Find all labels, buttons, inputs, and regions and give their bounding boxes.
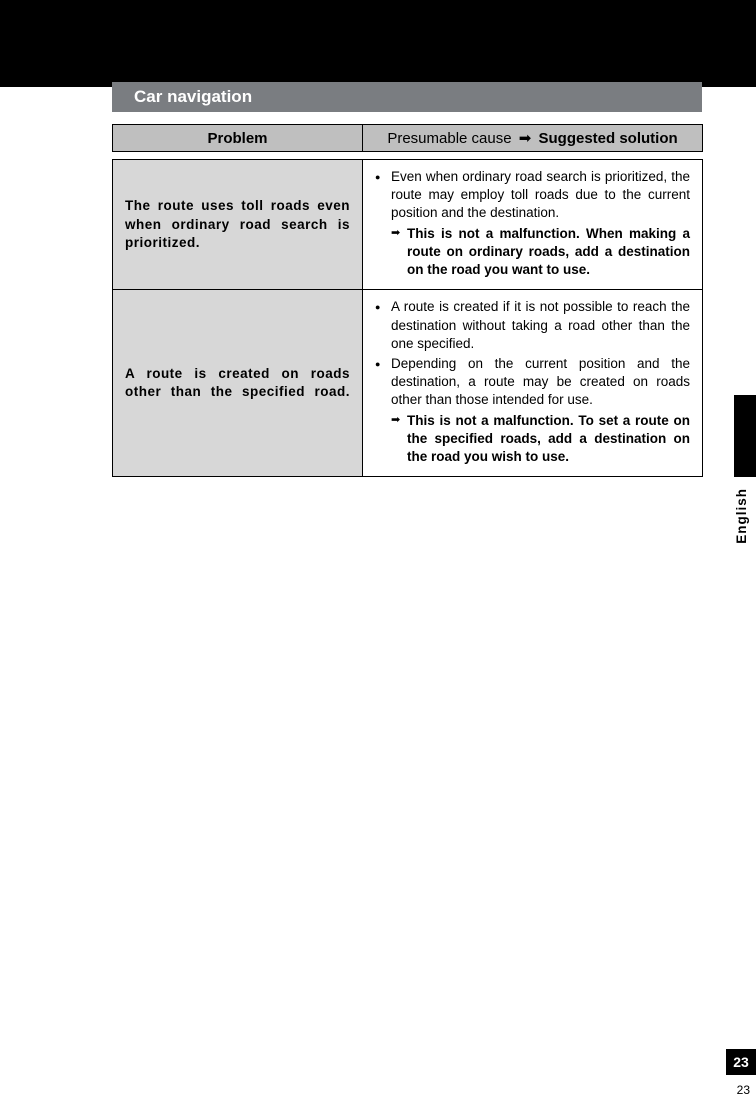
top-black-bar — [0, 0, 756, 87]
solution-text: This is not a malfunction. To set a rout… — [375, 412, 690, 467]
cause-cell: Even when ordinary road search is priori… — [363, 160, 703, 290]
cause-item: A route is created if it is not possible… — [375, 298, 690, 353]
header-cause-suffix: Suggested solution — [538, 130, 677, 147]
page-number-box: 23 — [726, 1049, 756, 1075]
table-spacer — [113, 152, 703, 160]
cause-list: A route is created if it is not possible… — [375, 298, 690, 409]
side-tab — [734, 395, 756, 477]
cause-cell: A route is created if it is not possible… — [363, 290, 703, 477]
problem-cell: A route is created on roads other than t… — [113, 290, 363, 477]
section-title-bar: Car navigation — [112, 82, 702, 112]
problem-text: A route is created on roads other than t… — [125, 366, 350, 399]
table-row: The route uses toll roads even when ordi… — [113, 160, 703, 290]
table-row: A route is created on roads other than t… — [113, 290, 703, 477]
header-cause: Presumable cause ➡ Suggested solution — [363, 125, 703, 152]
arrow-icon: ➡ — [516, 130, 535, 147]
side-language-label: English — [734, 488, 756, 544]
section-title: Car navigation — [134, 87, 252, 107]
problem-cell: The route uses toll roads even when ordi… — [113, 160, 363, 290]
header-problem: Problem — [113, 125, 363, 152]
cause-item: Depending on the current position and th… — [375, 355, 690, 410]
page: Car navigation Problem Presumable cause … — [0, 0, 756, 1111]
solution-text: This is not a malfunction. When making a… — [375, 225, 690, 280]
page-number-plain: 23 — [737, 1083, 750, 1097]
cause-list: Even when ordinary road search is priori… — [375, 168, 690, 223]
troubleshooting-table: Problem Presumable cause ➡ Suggested sol… — [112, 124, 703, 477]
troubleshooting-table-wrap: Problem Presumable cause ➡ Suggested sol… — [112, 124, 702, 477]
cause-item: Even when ordinary road search is priori… — [375, 168, 690, 223]
table-header-row: Problem Presumable cause ➡ Suggested sol… — [113, 125, 703, 152]
header-cause-prefix: Presumable cause — [387, 130, 511, 147]
problem-text: The route uses toll roads even when ordi… — [125, 198, 350, 249]
